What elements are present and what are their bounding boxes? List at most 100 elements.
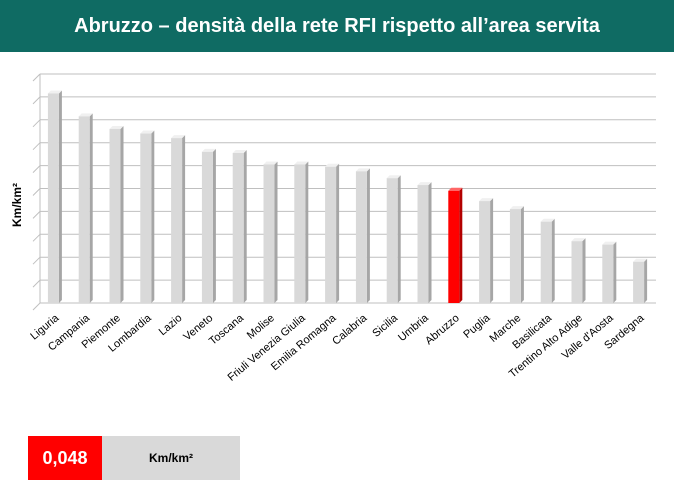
gridline-tick [32,96,41,105]
gridline-tick [32,188,41,196]
gridline-tick [32,73,41,82]
gridline-tick [32,302,41,311]
bar-toscana [232,150,247,303]
bar-top [386,175,401,179]
bar-veneto [201,148,216,303]
bar-emilia-romagna [325,163,340,303]
bar-side [274,161,278,303]
bar-sicilia [386,175,401,303]
bar-top [109,125,124,129]
y-axis-label: Km/km² [10,183,24,227]
bar-sardegna [633,258,648,303]
bar-side [366,168,370,303]
bar-valle-d-aosta [602,241,617,303]
bar-basilicata [540,218,555,303]
bar-side [120,125,124,304]
bar-lazio [171,135,186,303]
bar-piemonte [109,125,124,304]
density-unit-box: Km/km² [102,436,240,480]
bar-front [448,190,460,303]
bar-top [479,198,494,202]
bars [47,90,648,304]
bar-side [490,198,494,303]
bar-side [582,238,586,303]
bar-front [540,221,552,303]
bar-top [263,161,278,165]
bar-side [336,163,340,303]
bar-top [78,113,93,117]
bar-front [232,153,244,303]
bar-front [417,185,429,303]
gridlines [32,73,656,311]
title-bar: Abruzzo – densità della rete RFI rispett… [0,0,674,52]
bar-campania [78,113,93,304]
bar-side [58,90,62,303]
gridline-tick [32,256,41,265]
bar-front [325,166,337,303]
gridline-tick [32,233,41,242]
density-value: 0,048 [42,447,88,468]
bar-top [140,130,155,134]
bar-front [78,116,90,304]
bar-front [602,244,614,303]
bar-side [613,241,617,303]
bar-top [448,187,463,191]
bar-side [89,113,93,303]
bar-side [397,175,401,303]
bar-side [243,150,247,303]
bar-top [325,163,340,167]
bar-top [355,168,370,172]
bar-front [294,164,306,303]
bar-front [479,201,491,303]
bar-side [305,161,309,303]
bar-front [263,164,275,303]
bar-front [509,209,521,303]
bar-front [633,261,645,303]
page-title: Abruzzo – densità della rete RFI rispett… [74,14,600,37]
x-tick-label: Toscana [207,312,247,348]
bar-front [109,128,121,303]
bar-side [151,130,155,303]
bar-top [509,206,524,210]
bar-puglia [479,198,494,303]
bar-calabria [355,168,370,303]
bar-top [171,135,186,139]
bar-friuli-venezia-giulia [294,161,309,303]
bar-side [428,182,432,303]
bar-liguria [47,90,62,303]
bar-lombardia [140,130,155,303]
gridline-tick [32,165,41,173]
bar-marche [509,206,524,303]
bar-side [182,135,186,303]
gridline-tick [32,119,41,128]
bar-umbria [417,182,432,303]
bar-side [212,148,216,303]
gridline-tick [32,211,41,219]
bar-top [417,182,432,186]
bar-side [459,187,463,303]
bar-side [551,218,555,303]
bar-front [140,133,152,303]
bar-top [232,150,247,154]
bar-trentino-alto-adige [571,238,586,303]
bar-top [602,241,617,245]
density-value-badge: 0,048 [28,436,102,480]
bar-top [201,148,216,152]
bar-top [540,218,555,222]
gridline-tick [32,279,41,288]
bar-top [294,161,309,165]
bar-front [171,138,183,303]
bar-side [644,258,648,303]
bar-front [571,241,583,303]
bar-front [386,178,398,303]
bar-top [633,258,648,262]
bar-side [520,206,524,303]
x-tick-label: Calabria [330,312,370,348]
bar-front [201,151,213,303]
bar-abruzzo [448,187,463,303]
x-tick-label: Abruzzo [423,312,462,347]
bar-top [47,90,62,94]
bar-front [355,171,367,303]
